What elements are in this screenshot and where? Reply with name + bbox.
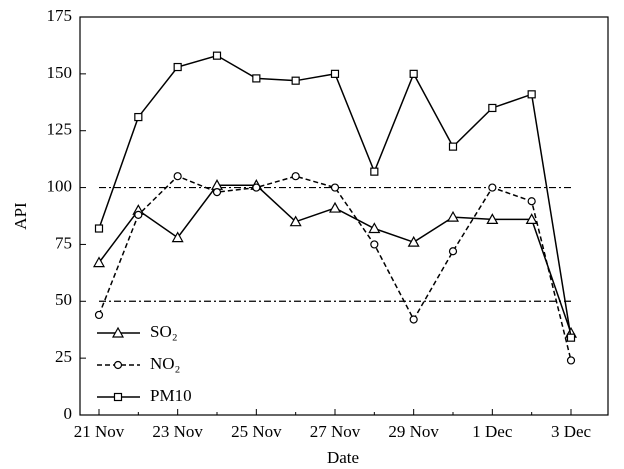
marker [173, 62, 182, 72]
legend-label: NO₂ [150, 354, 180, 373]
y-tick-label: 75 [55, 233, 72, 252]
marker [527, 90, 536, 99]
marker [330, 69, 340, 78]
marker [448, 247, 458, 256]
marker [94, 224, 104, 233]
y-tick-label: 150 [47, 63, 73, 82]
y-tick-label: 0 [64, 404, 73, 423]
marker [486, 213, 499, 225]
x-tick-label: 25 Nov [231, 422, 282, 441]
marker [328, 201, 342, 213]
marker [212, 188, 222, 197]
marker [113, 360, 123, 370]
marker [94, 310, 104, 320]
marker [527, 197, 536, 206]
marker [134, 210, 143, 219]
marker [566, 333, 576, 342]
marker [252, 74, 261, 83]
marker [370, 240, 379, 249]
x-axis-label: Date [327, 448, 359, 467]
marker [92, 256, 106, 268]
marker [330, 183, 340, 192]
marker [488, 103, 497, 113]
marker [370, 167, 379, 176]
marker [566, 356, 576, 365]
x-tick-label: 27 Nov [310, 422, 361, 441]
x-tick-label: 1 Dec [472, 422, 513, 441]
marker [134, 112, 143, 122]
marker [407, 235, 420, 247]
marker [212, 51, 222, 60]
legend-label: PM10 [150, 386, 192, 405]
y-tick-label: 25 [55, 347, 72, 366]
marker [291, 76, 300, 85]
x-tick-label: 29 Nov [388, 422, 439, 441]
y-tick-label: 175 [47, 6, 73, 25]
marker [289, 215, 302, 227]
marker [525, 213, 538, 225]
marker [113, 392, 123, 402]
y-axis-label: API [11, 202, 30, 230]
marker [291, 172, 300, 181]
marker [448, 142, 458, 151]
marker [171, 231, 184, 243]
legend-label: SO₂ [150, 322, 178, 341]
marker [368, 222, 381, 234]
marker [111, 326, 125, 338]
x-tick-label: 21 Nov [74, 422, 125, 441]
series-line [98, 54, 572, 338]
marker [409, 69, 418, 78]
plot-frame [79, 16, 609, 416]
x-tick-label: 3 Dec [551, 422, 592, 441]
marker [488, 183, 497, 192]
y-tick-label: 125 [47, 120, 73, 139]
marker [173, 172, 182, 181]
y-tick-label: 50 [55, 290, 72, 309]
marker [409, 315, 418, 324]
marker [446, 210, 460, 222]
x-tick-label: 23 Nov [152, 422, 203, 441]
marker [252, 183, 261, 192]
y-tick-label: 100 [47, 176, 73, 195]
